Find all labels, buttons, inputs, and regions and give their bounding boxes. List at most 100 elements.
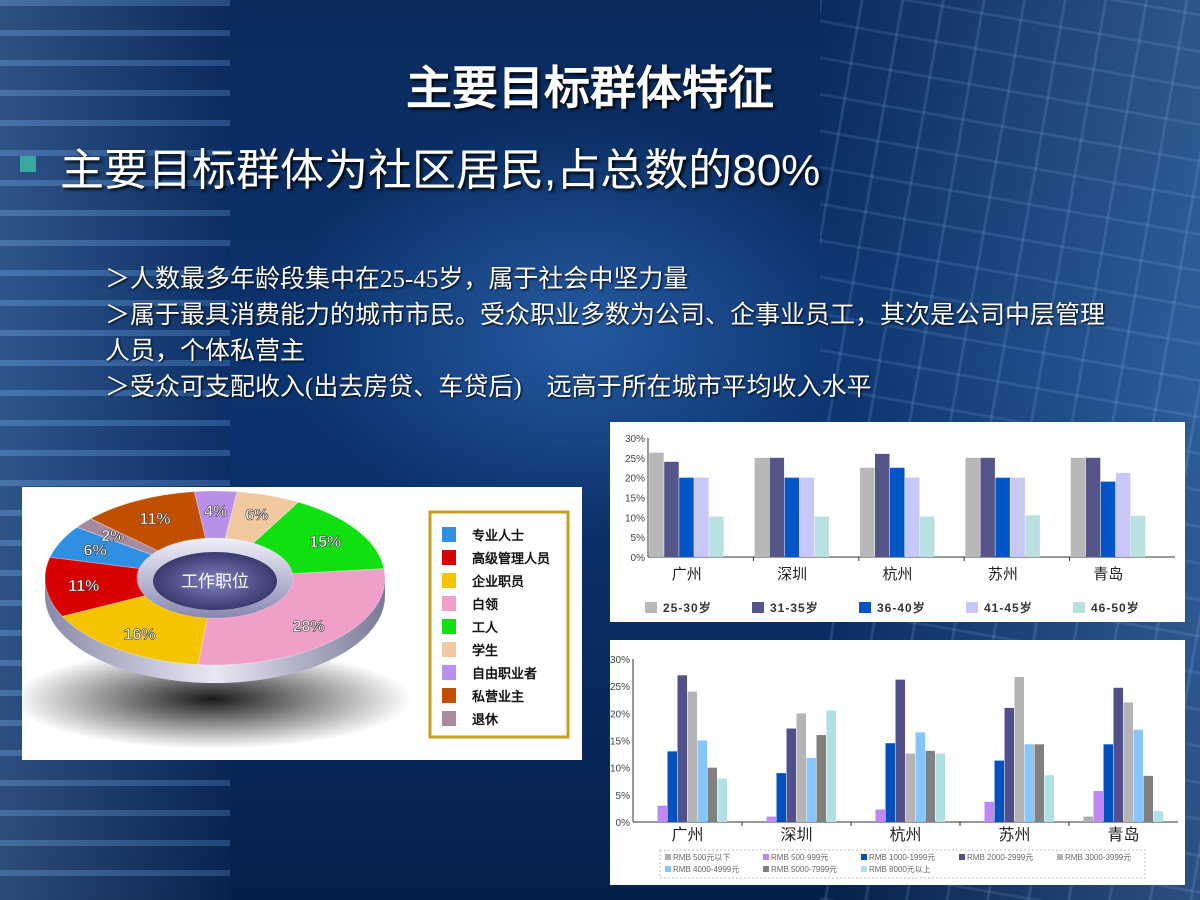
bar-RMB 3000-3999元 [1123, 702, 1133, 822]
x-category-label: 深圳 [777, 566, 807, 583]
legend-label: 25-30岁 [663, 600, 712, 615]
bar-RMB 2000-2999元 [895, 679, 905, 822]
age-chart-svg: 0% 5% 10% 15% 20% 25% 30% 广州 深圳 杭州 苏州 青岛 25-30岁 31-35… [625, 434, 1175, 615]
pie-value-label: 6% [245, 507, 268, 524]
y-tick-label: 5% [616, 791, 631, 802]
bar-RMB 8000元以上 [935, 753, 945, 822]
y-tick-label: 15% [610, 737, 630, 748]
bar-RMB 8000元以上 [1044, 775, 1054, 822]
legend-label: 专业人士 [472, 528, 524, 543]
bar-RMB 2000-2999元 [1113, 687, 1123, 822]
y-tick-label: 5% [631, 533, 646, 544]
legend-label: 31-35岁 [770, 600, 819, 615]
y-tick-label: 20% [610, 709, 630, 720]
pie-value-label: 28% [293, 619, 325, 636]
bar-31-35岁 [875, 453, 890, 557]
y-tick-label: 0% [631, 553, 646, 564]
pie-shadow [12, 649, 412, 749]
bar-25-30岁 [754, 457, 770, 557]
legend-swatch [442, 665, 456, 680]
bar-RMB 3000-3999元 [905, 753, 915, 822]
income-bar-chart: 0% 5% 10% 15% 20% 25% 30% 广州 深圳 杭州 苏州 青岛 RMB 500元以下 R… [610, 640, 1185, 885]
bar-RMB 8000元以上 [1153, 811, 1163, 822]
y-tick-label: 10% [610, 764, 630, 775]
legend-label: RMB 3000-3999元 [1065, 853, 1131, 862]
legend-label: RMB 500元以下 [673, 853, 730, 862]
y-tick-label: 25% [625, 454, 645, 465]
y-tick-label: 30% [610, 655, 630, 666]
legend-swatch [442, 550, 456, 565]
y-tick-label: 0% [616, 818, 631, 829]
bar-25-30岁 [860, 467, 875, 557]
bar-RMB 4000-4999元 [697, 740, 707, 822]
y-tick-label: 10% [625, 513, 645, 524]
legend-swatch [442, 527, 456, 542]
legend-label: RMB 2000-2999元 [967, 853, 1033, 862]
legend-swatch [763, 854, 769, 860]
bar-RMB 5000-7999元 [707, 767, 717, 822]
y-tick-label: 25% [610, 682, 630, 693]
bar-RMB 2000-2999元 [786, 728, 796, 822]
legend-label: RMB 4000-4999元 [673, 865, 739, 874]
bar-46-50岁 [1025, 515, 1040, 557]
bar-31-35岁 [980, 457, 995, 557]
legend-box [659, 849, 1146, 879]
bar-46-50岁 [920, 516, 935, 557]
bar-46-50岁 [1130, 515, 1146, 557]
legend-label: 退休 [472, 712, 499, 727]
legend-swatch [966, 602, 978, 613]
legend-swatch [859, 602, 871, 613]
slide-bullet-text: 主要目标群体为社区居民,占总数的80% [60, 146, 821, 195]
legend-swatch [1057, 854, 1063, 860]
bar-36-40岁 [995, 477, 1010, 557]
bar-RMB 5000-7999元 [1143, 775, 1153, 822]
bar-RMB 5000-7999元 [816, 735, 826, 822]
bar-RMB 500-999元 [766, 816, 776, 822]
legend-swatch [442, 573, 456, 588]
bar-36-40岁 [890, 467, 905, 557]
bar-RMB 8000元以上 [717, 778, 727, 822]
point-occupation: ＞属于最具消费能力的城市市民。受众职业多数为公司、企事业员工，其次是公司中层管理… [105, 302, 1106, 365]
y-tick-label: 20% [625, 474, 645, 485]
x-category-label: 广州 [671, 826, 703, 844]
legend-label: 46-50岁 [1091, 600, 1140, 615]
x-category-label: 苏州 [998, 826, 1030, 844]
bar-41-45岁 [1115, 472, 1131, 557]
bar-25-30岁 [649, 452, 664, 557]
x-category-label: 深圳 [780, 826, 812, 844]
bar-RMB 2000-2999元 [677, 675, 687, 822]
point-income: ＞受众可支配收入(出去房贷、车贷后) 远高于所在城市平均收入水平 [105, 374, 872, 401]
bar-31-35岁 [664, 461, 679, 557]
bar-RMB 3000-3999元 [687, 691, 697, 822]
legend-label: 41-45岁 [984, 600, 1033, 615]
x-category-label: 杭州 [889, 826, 921, 844]
occupation-pie-chart: 4% 6% 15% 28% 16% 11% 6% 2% 11% 工作职位 专业人士 高级管理人员 企业职… [12, 487, 582, 760]
legend-swatch [861, 866, 867, 872]
legend-swatch [752, 602, 764, 613]
bar-RMB 4000-4999元 [1133, 729, 1143, 822]
age-bar-chart: 0% 5% 10% 15% 20% 25% 30% 广州 深圳 杭州 苏州 青岛 25-30岁 31-35… [610, 422, 1185, 622]
legend-swatch [442, 688, 456, 703]
bar-41-45岁 [1010, 477, 1025, 557]
bar-36-40岁 [679, 477, 694, 557]
bar-RMB 2000-2999元 [1004, 707, 1014, 822]
pie-chart-svg: 4% 6%15%28%16%11%6%2%11%工作职位专业人士高级管理人员企业职… [12, 490, 570, 749]
bar-RMB 4000-4999元 [915, 732, 925, 822]
income-chart-svg: 0% 5% 10% 15% 20% 25% 30% 广州 深圳 杭州 苏州 青岛 RMB 500元以下 R… [610, 655, 1178, 879]
x-category-label: 青岛 [1093, 566, 1123, 583]
legend-label: 白领 [472, 597, 498, 612]
bar-41-45岁 [905, 477, 920, 557]
legend-label: 自由职业者 [472, 666, 537, 681]
pie-value-label: 4% [204, 504, 227, 521]
pie-center [153, 552, 277, 610]
bar-31-35岁 [1085, 457, 1101, 557]
bar-RMB 1000-1999元 [667, 751, 677, 822]
x-category-label: 苏州 [988, 566, 1018, 583]
y-tick-label: 15% [625, 494, 645, 505]
pie-value-label: 11% [140, 511, 171, 528]
legend-label: RMB 500-999元 [771, 853, 828, 862]
bar-36-40岁 [784, 477, 800, 557]
bar-RMB 500-999元 [984, 801, 994, 822]
bar-RMB 1000-1999元 [776, 773, 786, 822]
bar-RMB 4000-4999元 [806, 757, 816, 822]
